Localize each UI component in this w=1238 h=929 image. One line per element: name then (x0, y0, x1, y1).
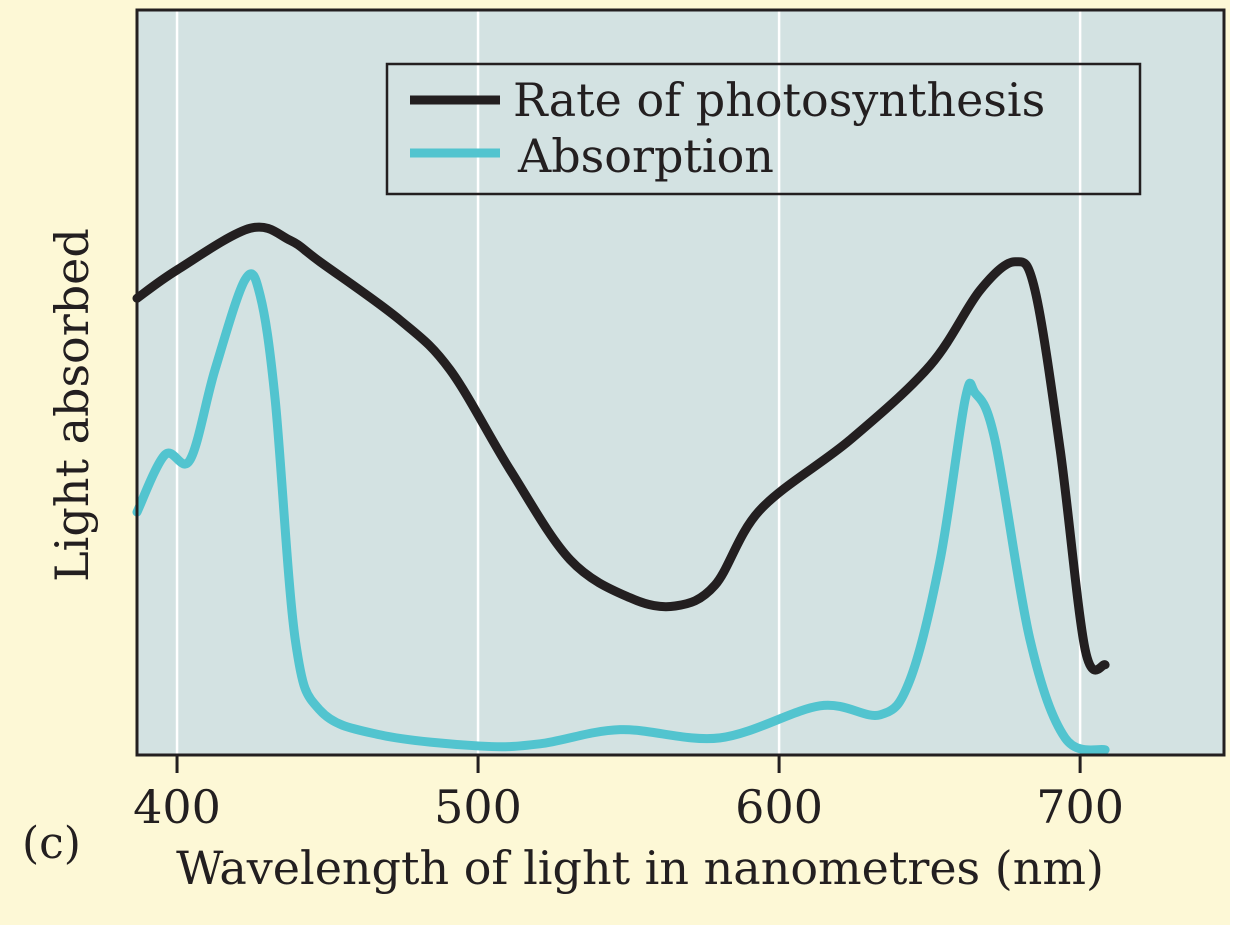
point-photosynthesis-13 (849, 439, 851, 441)
point-absorption-3 (214, 369, 216, 371)
legend: Rate of photosynthesis Absorption (385, 62, 1142, 196)
point-photosynthesis-6 (449, 369, 451, 371)
point-absorption-13 (719, 737, 721, 739)
point-absorption-12 (619, 729, 621, 731)
point-absorption-23 (1104, 749, 1106, 751)
point-photosynthesis-18 (1059, 449, 1061, 451)
point-photosynthesis-1 (176, 269, 178, 271)
point-absorption-7 (294, 639, 296, 641)
point-photosynthesis-4 (319, 261, 321, 263)
x-tick-label-500: 500 (434, 780, 522, 834)
point-absorption-19 (974, 392, 976, 394)
point-absorption-14 (819, 705, 821, 707)
point-photosynthesis-8 (569, 559, 571, 561)
line-photosynthesis (132, 222, 1110, 675)
point-photosynthesis-9 (629, 597, 631, 599)
point-photosynthesis-14 (929, 364, 931, 366)
point-photosynthesis-12 (759, 509, 761, 511)
x-tick-label-600: 600 (735, 780, 823, 834)
point-absorption-20 (994, 439, 996, 441)
point-absorption-15 (879, 714, 881, 716)
line-absorption (132, 269, 1110, 755)
point-photosynthesis-19 (1084, 649, 1086, 651)
point-absorption-17 (939, 559, 941, 561)
point-photosynthesis-10 (674, 605, 676, 607)
point-absorption-2 (189, 459, 191, 461)
figure-label: (c) (22, 818, 81, 869)
point-photosynthesis-17 (1034, 289, 1036, 291)
point-absorption-8 (319, 709, 321, 711)
point-photosynthesis-2 (249, 227, 251, 229)
point-absorption-11 (539, 743, 541, 745)
point-absorption-18 (964, 399, 966, 401)
point-photosynthesis-5 (399, 319, 401, 321)
point-photosynthesis-3 (289, 239, 291, 241)
point-absorption-16 (909, 679, 911, 681)
legend-label-photosynthesis: Rate of photosynthesis (513, 73, 1045, 127)
point-photosynthesis-20 (1104, 664, 1106, 666)
point-absorption-1 (164, 454, 166, 456)
point-absorption-21 (1029, 639, 1031, 641)
point-photosynthesis-7 (509, 469, 511, 471)
x-tick-label-700: 700 (1036, 780, 1124, 834)
x-tick-label-400: 400 (133, 780, 221, 834)
point-absorption-5 (259, 294, 261, 296)
plot-frame (135, 8, 1226, 757)
point-absorption-10 (479, 745, 481, 747)
point-absorption-9 (379, 734, 381, 736)
point-absorption-22 (1064, 737, 1066, 739)
legend-label-absorption: Absorption (517, 129, 774, 183)
legend-box (385, 62, 1142, 196)
point-absorption-6 (274, 399, 276, 401)
point-photosynthesis-16 (1014, 261, 1016, 263)
x-axis-label: Wavelength of light in nanometres (nm) (176, 841, 1104, 895)
y-axis-label: Light absorbed (45, 228, 99, 582)
point-photosynthesis-15 (979, 289, 981, 291)
plot-area (137, 10, 1224, 755)
point-photosynthesis-11 (714, 584, 716, 586)
point-absorption-4 (244, 279, 246, 281)
